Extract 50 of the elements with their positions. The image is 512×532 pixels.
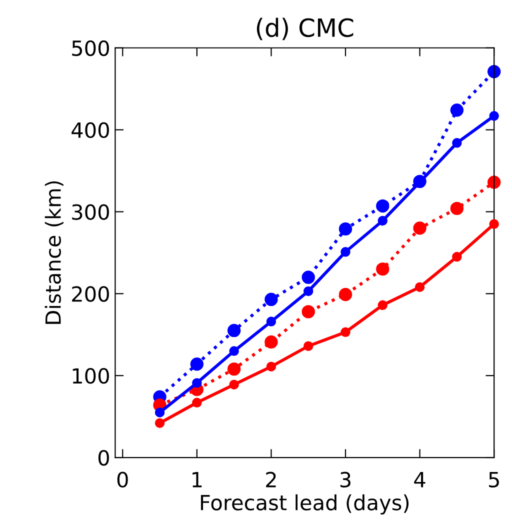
point xyxy=(378,216,388,226)
point xyxy=(340,327,350,338)
x-tick-label: 3 xyxy=(340,472,350,488)
point xyxy=(303,341,314,351)
point xyxy=(489,219,499,229)
point xyxy=(266,362,276,372)
y-tick-label: 300 xyxy=(72,204,109,220)
point xyxy=(378,300,388,310)
point xyxy=(264,335,278,349)
x-tick-label: 5 xyxy=(489,472,499,488)
point xyxy=(489,111,499,121)
point xyxy=(227,324,241,338)
y-tick-label: 0 xyxy=(98,450,109,466)
point xyxy=(264,292,278,306)
point xyxy=(229,346,239,356)
x-axis-title: Forecast lead (days) xyxy=(200,494,409,515)
y-axis-title: Distance (km) xyxy=(44,181,64,324)
point xyxy=(192,378,202,388)
point xyxy=(303,286,314,296)
y-tick-label: 200 xyxy=(72,286,109,302)
x-tick-label: 0 xyxy=(117,472,128,488)
point xyxy=(487,176,501,189)
point xyxy=(302,305,315,318)
point xyxy=(338,222,352,236)
point xyxy=(414,282,425,292)
point xyxy=(154,418,165,428)
point xyxy=(154,408,165,418)
chart-title: (d) CMC xyxy=(256,18,354,40)
x-tick-label: 4 xyxy=(414,472,426,488)
point xyxy=(227,362,241,376)
point xyxy=(452,138,462,148)
point xyxy=(338,288,352,302)
point xyxy=(452,252,462,262)
y-tick-label: 500 xyxy=(72,40,109,56)
point xyxy=(229,380,239,390)
y-tick-label: 400 xyxy=(72,122,109,138)
point xyxy=(376,262,390,276)
y-tick-label: 100 xyxy=(72,368,109,384)
point xyxy=(190,358,204,371)
point xyxy=(450,202,464,216)
point xyxy=(413,222,426,235)
point xyxy=(450,104,464,117)
point xyxy=(340,247,350,257)
point xyxy=(487,65,501,78)
x-tick-label: 2 xyxy=(266,472,276,488)
point xyxy=(192,398,202,408)
point xyxy=(302,270,315,284)
x-tick-label: 1 xyxy=(192,472,202,488)
point xyxy=(266,316,276,326)
point xyxy=(376,199,390,213)
